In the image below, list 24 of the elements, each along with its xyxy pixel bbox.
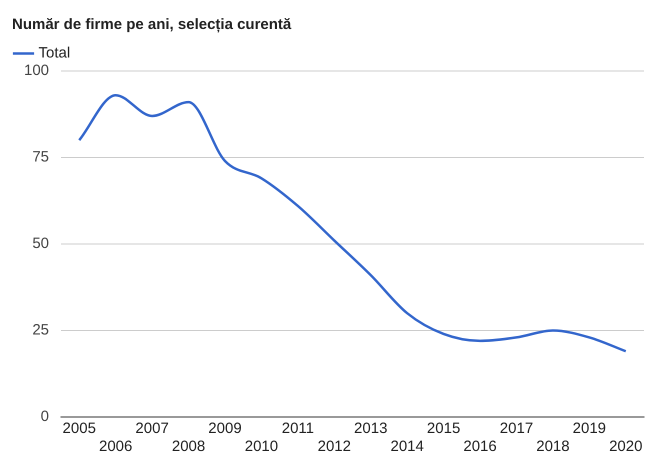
legend-label: Total xyxy=(38,44,70,62)
x-tick-label: 2008 xyxy=(172,438,206,456)
y-tick-label: 75 xyxy=(32,148,50,166)
x-tick-label: 2005 xyxy=(62,420,96,438)
x-tick-label: 2017 xyxy=(500,420,534,438)
x-tick-label: 2018 xyxy=(536,438,570,456)
y-tick-label: 0 xyxy=(40,408,50,426)
x-tick-label: 2015 xyxy=(426,420,460,438)
x-tick-label: 2012 xyxy=(318,438,351,456)
x-tick-label: 2010 xyxy=(244,438,278,456)
x-tick-label: 2007 xyxy=(135,420,169,438)
chart-title: Număr de firme pe ani, selecția curentă xyxy=(12,16,292,34)
line-series xyxy=(78,94,628,353)
x-tick-label: 2009 xyxy=(208,420,242,438)
x-tick-label: 2014 xyxy=(390,438,424,456)
x-tick-label: 2016 xyxy=(463,438,497,456)
x-tick-label: 2019 xyxy=(572,420,606,438)
x-tick-label: 2020 xyxy=(609,438,642,456)
x-tick-label: 2006 xyxy=(98,438,132,456)
y-tick-label: 50 xyxy=(32,235,50,252)
x-tick-label: 2011 xyxy=(282,420,314,438)
x-tick-label: 2013 xyxy=(354,420,388,438)
y-tick-label: 25 xyxy=(32,322,50,339)
y-tick-label: 100 xyxy=(24,62,50,80)
